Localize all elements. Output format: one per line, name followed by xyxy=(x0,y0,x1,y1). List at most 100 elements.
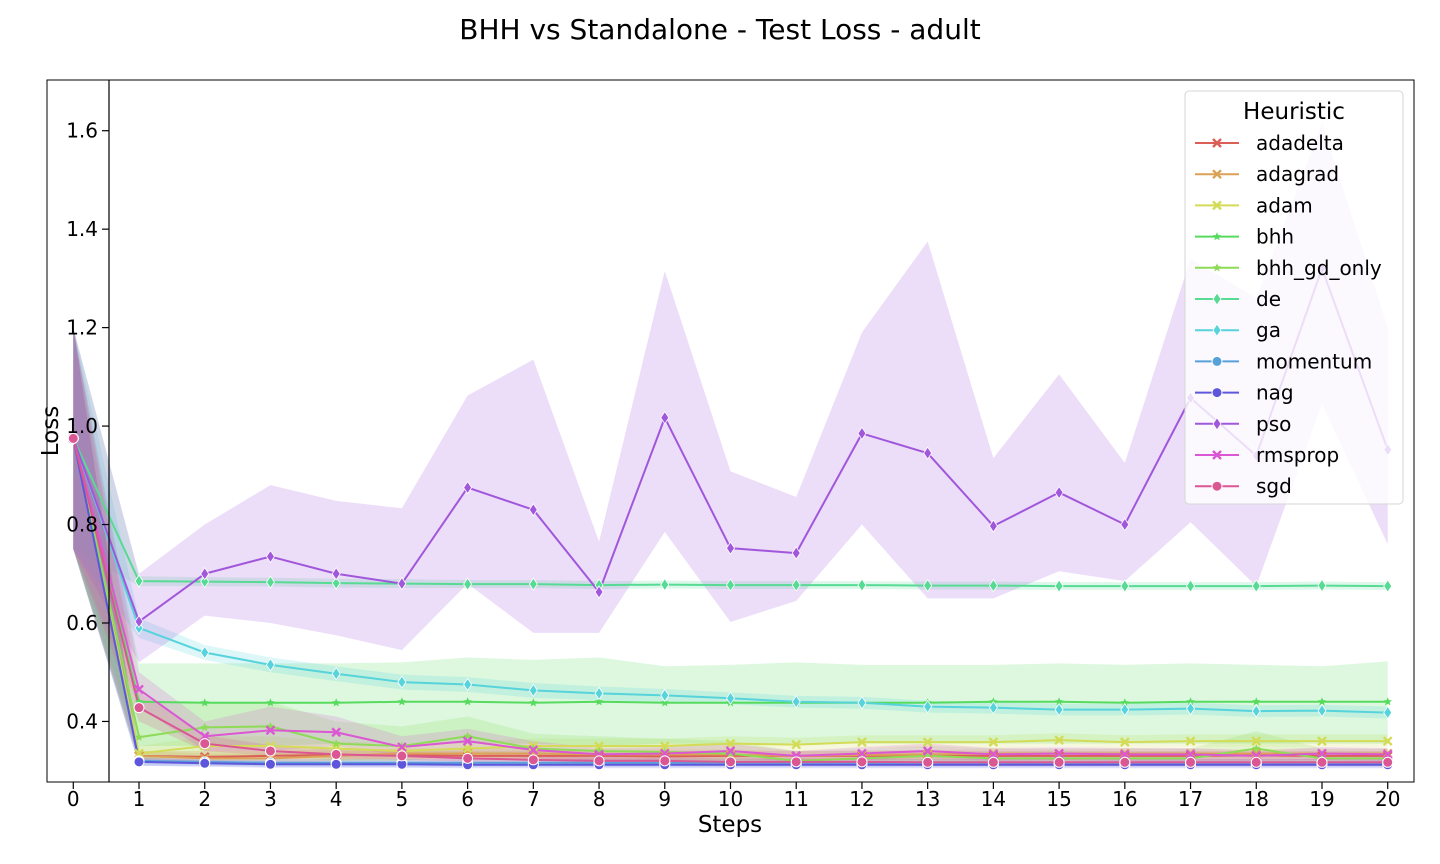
point-sgd xyxy=(1382,756,1394,768)
point-nag xyxy=(264,758,276,770)
point-ga xyxy=(988,700,998,715)
point-rmsprop xyxy=(462,736,473,746)
point-adam xyxy=(1054,735,1064,746)
point-bhh xyxy=(1383,697,1392,706)
point-sgd xyxy=(1250,756,1262,768)
x-tick-label: 18 xyxy=(1244,787,1269,811)
band-bhh-gd-only xyxy=(73,327,1388,766)
point-bhh xyxy=(1251,697,1261,706)
y-axis-label: Loss xyxy=(38,406,64,456)
point-rmsprop xyxy=(134,684,144,695)
legend-marker-ga xyxy=(1212,323,1222,337)
point-ga xyxy=(1054,702,1064,717)
point-nag xyxy=(330,758,342,770)
legend-label-nag: nag xyxy=(1256,381,1294,405)
point-adam xyxy=(659,741,670,751)
point-sgd xyxy=(462,752,474,764)
point-bhh-gd-only xyxy=(200,722,210,731)
point-de xyxy=(923,578,933,593)
point-bhh-gd-only xyxy=(1251,744,1261,753)
x-tick-label: 4 xyxy=(330,787,343,811)
legend-label-bhh: bhh xyxy=(1256,225,1294,249)
legend-label-de: de xyxy=(1256,287,1281,311)
point-bhh xyxy=(463,697,472,706)
point-ga xyxy=(1120,702,1130,717)
point-adam xyxy=(1317,736,1327,746)
legend-marker-pso xyxy=(1212,417,1222,431)
point-bhh-gd-only xyxy=(529,744,538,753)
point-bhh xyxy=(266,698,275,707)
point-adam xyxy=(1119,737,1130,747)
point-de xyxy=(857,578,867,592)
point-adam xyxy=(1382,736,1393,746)
point-pso xyxy=(660,410,670,425)
series-markers xyxy=(67,261,1394,771)
x-tick-label: 6 xyxy=(461,787,474,811)
point-bhh xyxy=(200,698,210,707)
point-bhh-gd-only xyxy=(660,747,670,756)
x-tick-label: 14 xyxy=(981,787,1006,811)
legend-marker-nag xyxy=(1211,387,1223,399)
x-tick-label: 15 xyxy=(1046,787,1071,811)
x-tick-label: 20 xyxy=(1375,787,1400,811)
point-ga xyxy=(791,695,801,709)
x-tick-label: 11 xyxy=(783,787,808,811)
point-pso xyxy=(1120,517,1130,532)
point-sgd xyxy=(133,702,145,714)
legend-marker-momentum xyxy=(1211,355,1223,367)
legend-label-adagrad: adagrad xyxy=(1256,162,1339,186)
point-rmsprop xyxy=(988,749,999,760)
point-sgd xyxy=(527,754,539,766)
legend-label-sgd: sgd xyxy=(1256,474,1292,498)
legend-label-rmsprop: rmsprop xyxy=(1256,443,1339,467)
point-sgd xyxy=(1316,756,1328,768)
point-pso xyxy=(988,519,998,533)
point-de xyxy=(331,576,341,590)
point-sgd xyxy=(987,756,999,768)
point-bhh-gd-only xyxy=(331,739,341,748)
point-adam xyxy=(462,743,473,754)
point-rmsprop xyxy=(1317,748,1327,759)
y-axis: 0.4 0.6 0.8 1.0 1.2 1.4 1.6 xyxy=(66,80,110,782)
x-axis-label: Steps xyxy=(698,812,762,838)
legend-marker-rmsprop xyxy=(1212,450,1222,460)
point-de xyxy=(528,577,538,591)
legend-marker-bhh-gd-only xyxy=(1212,263,1222,272)
x-tick-label: 9 xyxy=(658,787,671,811)
chart-title: BHH vs Standalone - Test Loss - adult xyxy=(459,13,980,46)
point-rmsprop xyxy=(922,746,933,756)
point-sgd xyxy=(593,755,605,767)
x-tick-label: 16 xyxy=(1112,787,1137,811)
point-rmsprop xyxy=(331,727,342,738)
point-bhh xyxy=(1186,697,1195,706)
point-sgd xyxy=(1119,756,1131,768)
point-de xyxy=(660,577,670,592)
y-tick-label: 1.2 xyxy=(66,316,98,340)
legend-label-ga: ga xyxy=(1256,318,1281,342)
point-sgd xyxy=(922,756,934,768)
legend-marker-adam xyxy=(1212,200,1222,211)
legend-label-adadelta: adadelta xyxy=(1256,131,1344,155)
point-adam xyxy=(1185,736,1196,746)
legend-marker-adagrad xyxy=(1212,169,1222,180)
point-pso xyxy=(528,503,538,517)
legend-title: Heuristic xyxy=(1243,99,1345,125)
point-ga xyxy=(528,683,538,698)
point-rmsprop xyxy=(1185,749,1196,760)
point-pso xyxy=(200,567,210,581)
point-pso xyxy=(726,541,735,555)
x-tick-label: 8 xyxy=(593,787,606,811)
point-sgd xyxy=(725,756,736,768)
point-adam xyxy=(922,737,933,747)
point-pso xyxy=(397,576,407,591)
point-pso xyxy=(463,480,473,495)
x-tick-label: 3 xyxy=(264,787,277,811)
x-axis: 0 1 2 3 4 5 6 7 8 9 10 11 12 13 14 15 16 17 18 19 20 xyxy=(67,782,1400,811)
point-rmsprop xyxy=(1119,749,1130,760)
legend-marker-sgd xyxy=(1211,480,1223,492)
point-sgd xyxy=(67,432,79,444)
point-sgd xyxy=(659,755,671,767)
legend-marker-bhh xyxy=(1212,232,1222,241)
point-pso xyxy=(857,426,867,441)
